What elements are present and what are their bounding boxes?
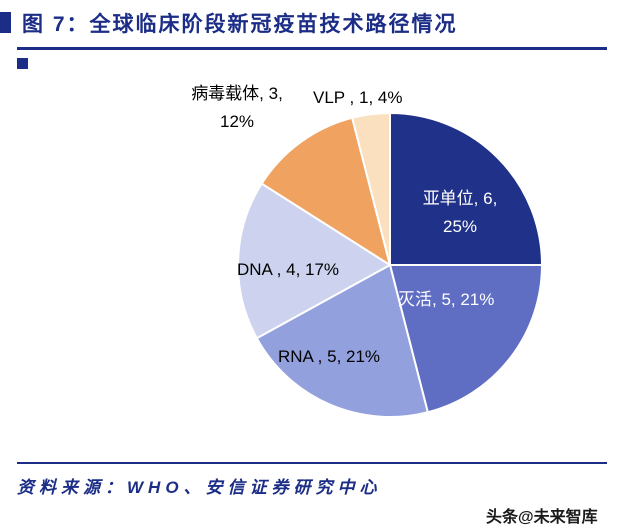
slice-label-line: 亚单位, 6, [422,189,498,208]
slice-label-line: VLP , 1, 4% [313,88,403,107]
footer-divider [17,462,607,464]
pie-slice-subunit [389,111,544,266]
source-note: 资料来源：WHO、安信证券研究中心 [17,478,382,497]
corner-marker-square [17,58,28,69]
slice-label-dna: DNA , 4, 17% [237,256,339,284]
slice-label-line: DNA , 4, 17% [237,260,340,279]
slice-label-line: 12% [219,112,255,131]
slice-label-subunit: 亚单位, 6, 25% [410,185,510,241]
slice-label-line: RNA , 5, 21% [278,347,381,366]
pie-slice-viral-vector [260,116,392,268]
slice-label-line: 25% [442,217,478,236]
watermark: 头条@未来智库 [486,509,598,526]
title-bullet-square [0,12,11,33]
pie-slice-dna [237,182,392,340]
slice-label-line: 病毒载体, 3, [191,84,283,103]
slice-label-viral-vector: 病毒载体, 3, 12% [167,80,307,136]
title-underline [17,47,607,50]
slice-label-inactivated: 灭活, 5, 21% [398,286,494,314]
slice-label-vlp: VLP , 1, 4% [313,84,402,112]
pie-slice-vlp [350,111,391,266]
slice-label-line: 灭活, 5, 21% [398,290,495,309]
pie-slice-inactivated [388,264,544,414]
slice-label-rna: RNA , 5, 21% [278,343,380,371]
pie-slice-rna [255,263,430,418]
figure-title: 图 7：全球临床阶段新冠疫苗技术路径情况 [22,13,458,36]
